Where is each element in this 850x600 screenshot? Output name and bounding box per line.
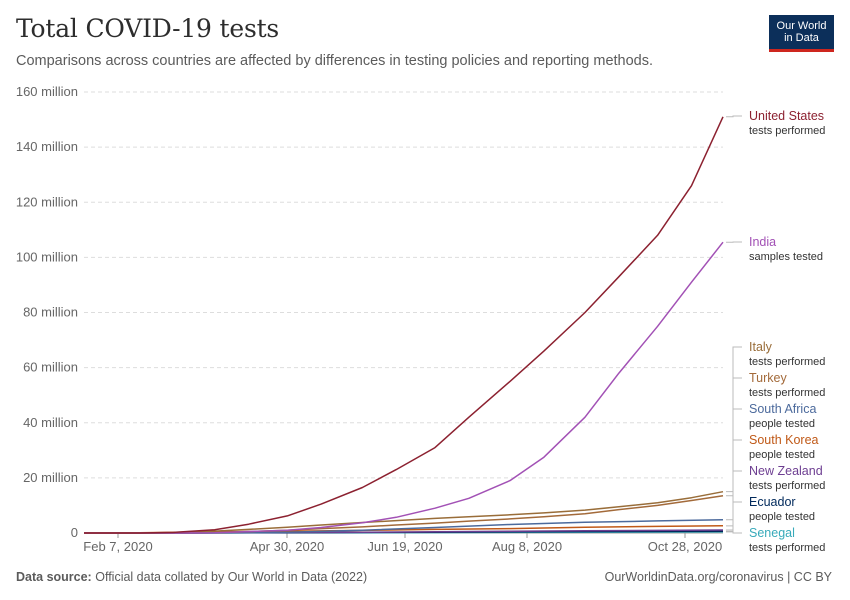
legend-metric-india: samples tested (749, 251, 823, 263)
y-tick-label: 140 million (16, 139, 78, 154)
source-link[interactable]: OurWorldinData.org/coronavirus | CC BY (604, 570, 832, 584)
source-note: Data source: Official data collated by O… (16, 570, 367, 584)
legend-metric-italy: tests performed (749, 356, 825, 368)
line-chart: 0 20 million 40 million 60 million 80 millio… (16, 84, 826, 554)
source-text: Official data collated by Our World in D… (95, 570, 368, 584)
legend-metric-south-korea: people tested (749, 449, 815, 461)
legend-name-ecuador[interactable]: Ecuador (749, 495, 796, 509)
connector-italy (726, 346, 742, 493)
series-line-italy[interactable] (84, 490, 724, 534)
y-tick-label: 120 million (16, 194, 78, 209)
connector-senegal (726, 531, 742, 534)
logo-line-2: in Data (784, 32, 819, 44)
y-axis: 0 20 million 40 million 60 million 80 millio… (16, 84, 78, 540)
connector-new-zealand (726, 470, 742, 531)
y-tick-label: 160 million (16, 84, 78, 99)
legend-name-italy[interactable]: Italy (749, 340, 773, 354)
legend-name-india[interactable]: India (749, 235, 776, 249)
owid-logo[interactable]: Our World in Data (769, 15, 834, 52)
connector-united-states (726, 115, 742, 118)
logo-line-1: Our World (776, 20, 827, 32)
x-axis: Feb 7, 2020 Apr 30, 2020 Jun 19, 2020 Aug 8… (83, 533, 722, 554)
legend-metric-turkey: tests performed (749, 387, 825, 399)
legend-metric-senegal: tests performed (749, 542, 825, 554)
legend-name-south-africa[interactable]: South Africa (749, 402, 816, 416)
series-line-united-states[interactable] (84, 116, 724, 534)
y-tick-label: 40 million (23, 415, 78, 430)
series-lines (83, 116, 724, 534)
legend-name-new-zealand[interactable]: New Zealand (749, 464, 823, 478)
legend-name-senegal[interactable]: Senegal (749, 526, 795, 540)
chart-title: Total COVID-19 tests (16, 14, 280, 43)
legend: United States tests performed India samples… (749, 109, 825, 554)
connector-turkey (726, 377, 742, 497)
source-label: Data source: (16, 570, 92, 584)
legend-name-south-korea[interactable]: South Korea (749, 433, 819, 447)
legend-metric-south-africa: people tested (749, 418, 815, 430)
y-tick-label: 0 (71, 525, 78, 540)
y-tick-label: 100 million (16, 249, 78, 264)
x-tick-label: Apr 30, 2020 (250, 539, 324, 554)
y-tick-label: 60 million (23, 360, 78, 375)
x-tick-label: Feb 7, 2020 (83, 539, 152, 554)
legend-name-united-states[interactable]: United States (749, 109, 824, 123)
legend-metric-new-zealand: tests performed (749, 480, 825, 492)
legend-metric-united-states: tests performed (749, 125, 825, 137)
x-tick-label: Oct 28, 2020 (648, 539, 722, 554)
x-tick-label: Aug 8, 2020 (492, 539, 562, 554)
x-tick-label: Jun 19, 2020 (367, 539, 442, 554)
connector-south-korea (726, 439, 742, 527)
series-line-india[interactable] (84, 241, 724, 534)
connector-ecuador (726, 501, 742, 532)
y-tick-label: 80 million (23, 305, 78, 320)
connector-south-africa (726, 408, 742, 521)
legend-name-turkey[interactable]: Turkey (749, 371, 787, 385)
chart-subtitle: Comparisons across countries are affecte… (16, 53, 654, 69)
legend-metric-ecuador: people tested (749, 511, 815, 523)
legend-connectors (726, 115, 742, 534)
gridlines (84, 91, 723, 534)
y-tick-label: 20 million (23, 470, 78, 485)
